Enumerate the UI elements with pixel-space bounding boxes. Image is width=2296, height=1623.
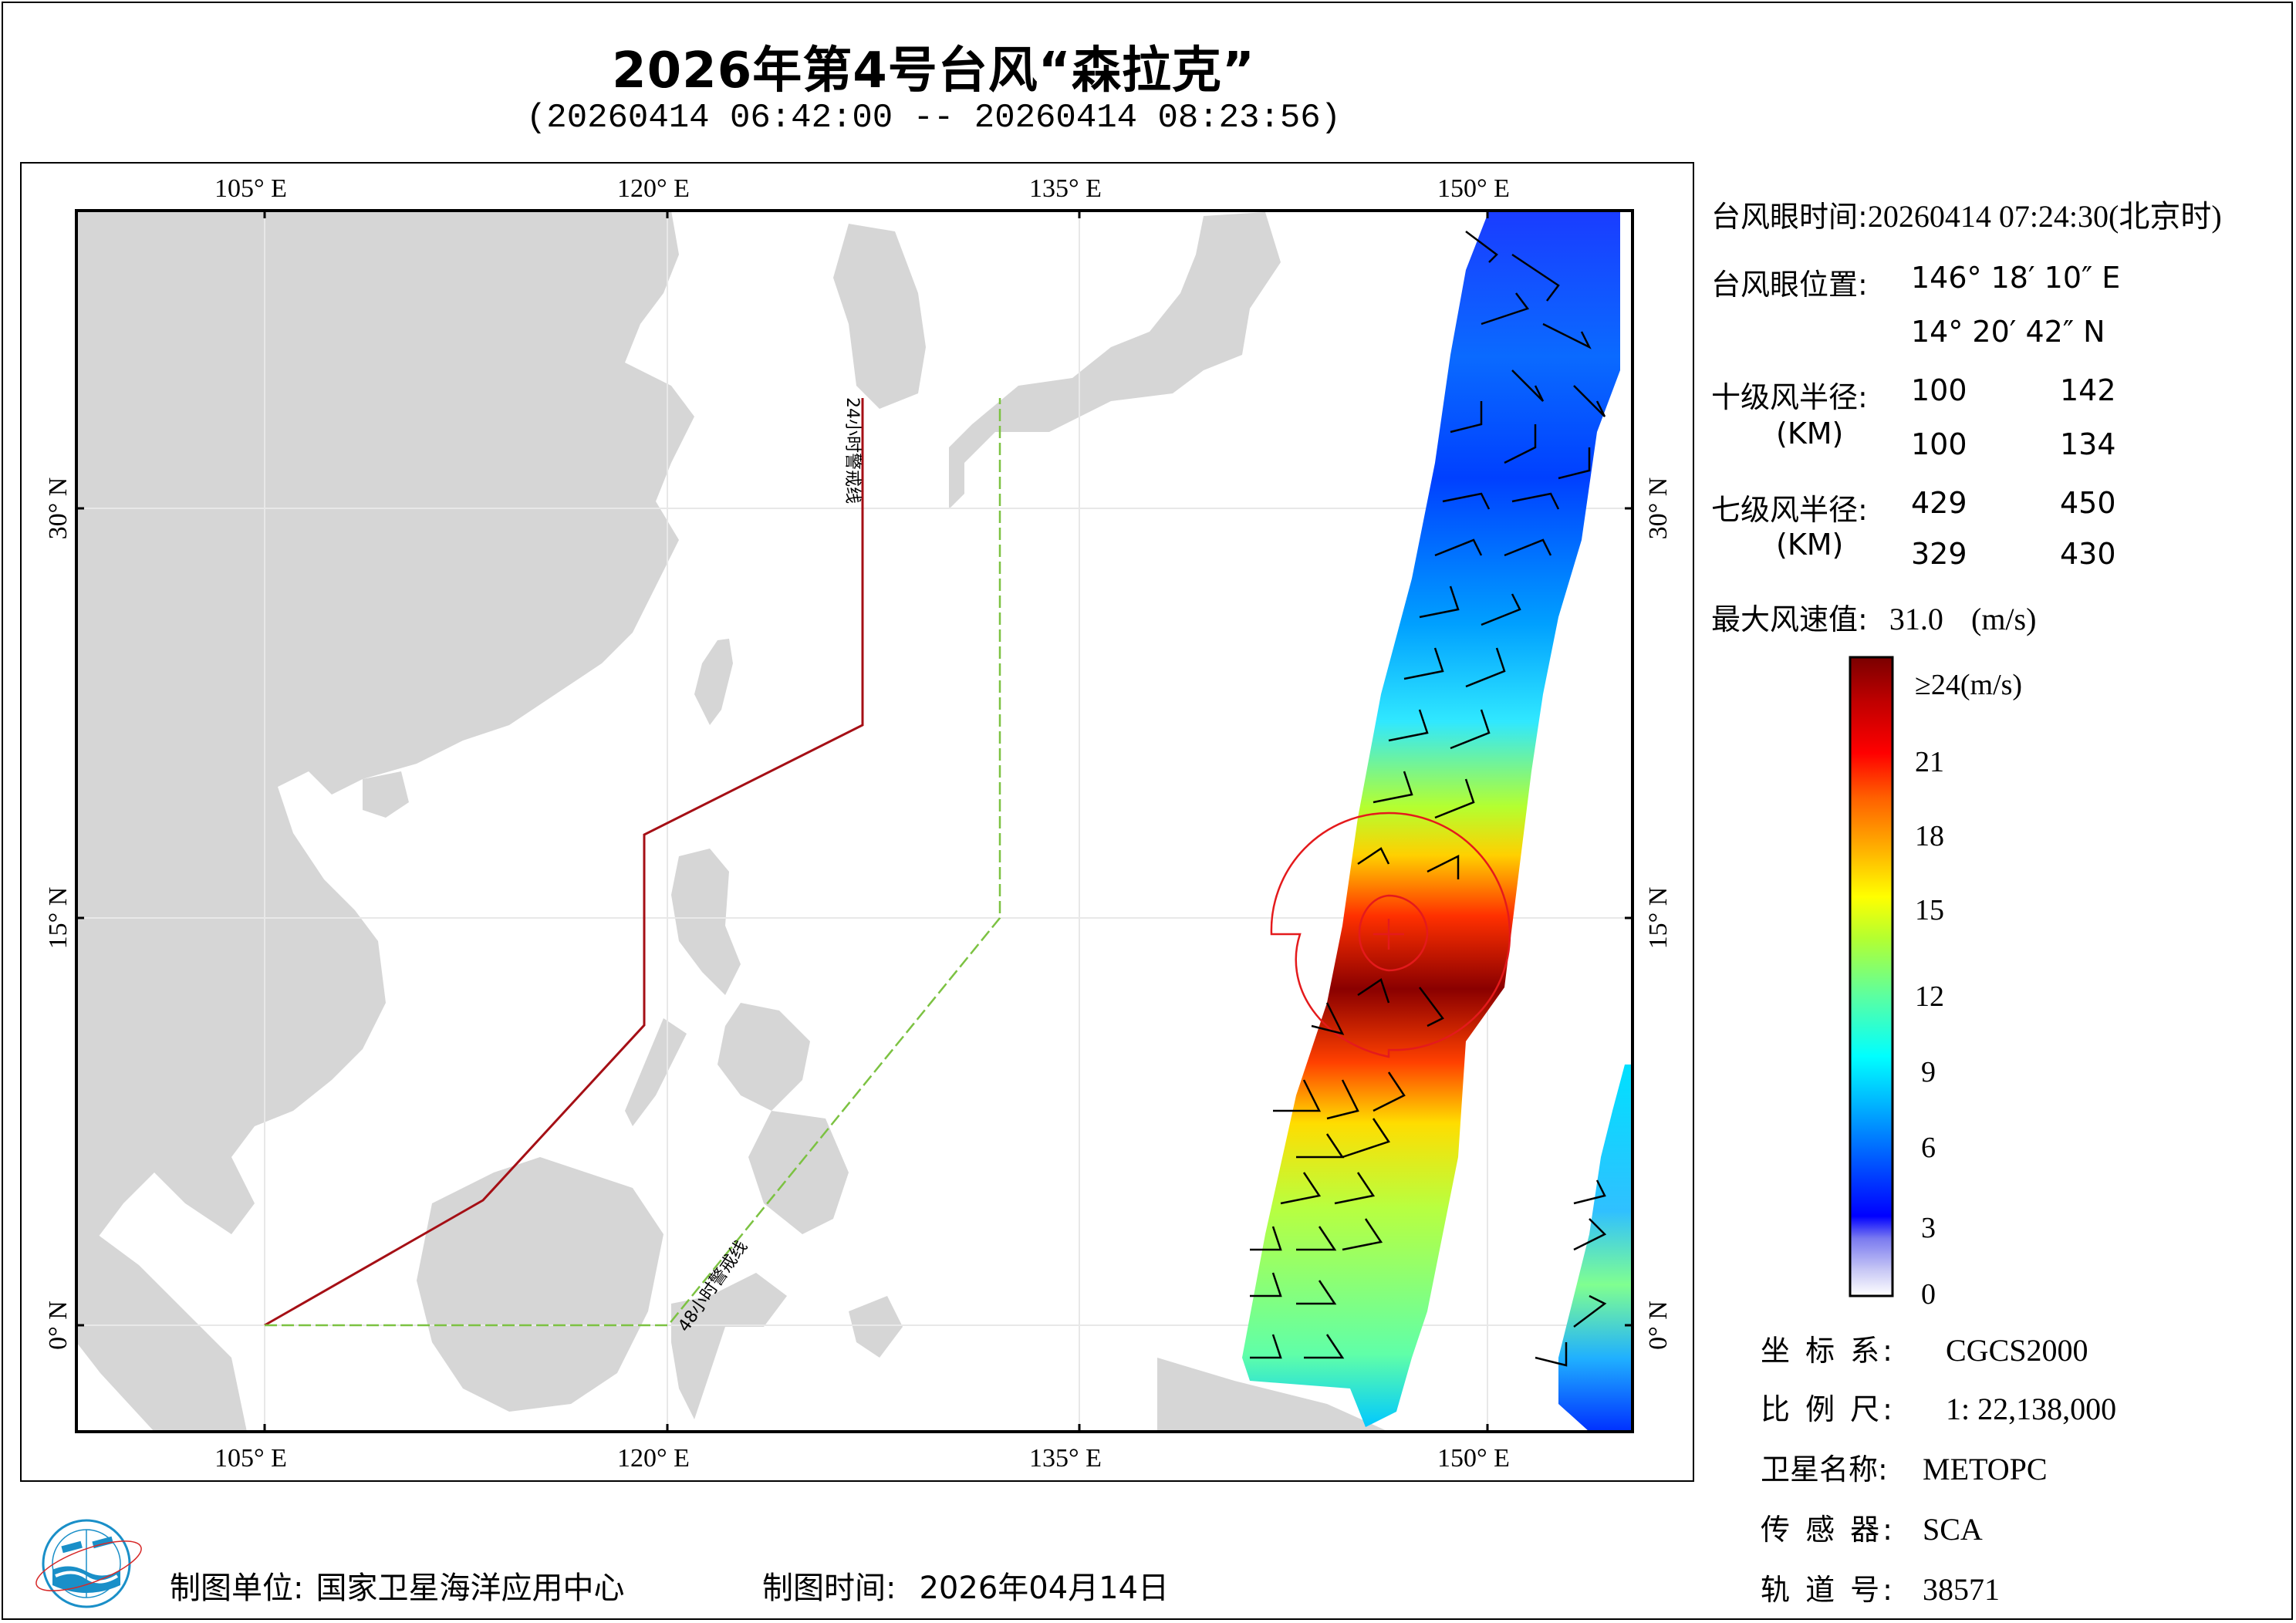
colorbar xyxy=(1849,656,1894,1297)
nsoas-logo-icon xyxy=(35,1519,142,1608)
r10-unit: (KM) xyxy=(1776,417,1844,450)
max-wind-unit: (m/s) xyxy=(1971,602,2037,636)
coord-system-label: 坐 标 系: xyxy=(1761,1334,1896,1368)
left-lat-label-0: 0° N xyxy=(44,1301,73,1350)
warning-line-24h-label: 24小时警戒线 xyxy=(842,397,862,504)
sensor-label: 传 感 器: xyxy=(1761,1513,1896,1547)
eye-time-label: 台风眼时间: xyxy=(1711,200,1868,234)
scale-label: 比 例 尺: xyxy=(1761,1392,1896,1426)
sensor-value: SCA xyxy=(1923,1512,1983,1547)
production-date-row: 制图时间: 2026年04月14日 xyxy=(762,1563,1169,1608)
max-wind-row: 最大风速值: 31.0 (m/s) xyxy=(1711,596,2036,638)
scale-value: 1: 22,138,000 xyxy=(1946,1392,2117,1426)
max-wind-value: 31.0 xyxy=(1889,602,1943,636)
left-lat-label-30: 30° N xyxy=(44,477,73,540)
production-date-value: 2026年04月14日 xyxy=(919,1571,1170,1606)
land-polygons xyxy=(76,211,1389,1432)
time-range-subtitle: (20260414 06:42:00 -- 20260414 08:23:56) xyxy=(525,99,1342,137)
eye-longitude: 146° 18′ 10″ E xyxy=(1911,261,2121,295)
colorbar-label-9: 9 xyxy=(1921,1056,1936,1088)
bottom-lon-label-135: 135° E xyxy=(1029,1444,1102,1473)
r7-label: 七级风半径: xyxy=(1711,493,1868,527)
right-lat-label-30: 30° N xyxy=(1644,477,1673,540)
r10-value-2: 142 xyxy=(2060,373,2116,407)
sensor-row: 传 感 器: SCA xyxy=(1761,1506,1983,1548)
producer-row: 制图单位: 国家卫星海洋应用中心 xyxy=(170,1563,624,1608)
producer-label: 制图单位: xyxy=(170,1571,304,1606)
warning-line-48h xyxy=(265,398,1001,1327)
colorbar-label-12: 12 xyxy=(1915,980,1944,1013)
r10-label: 十级风半径: xyxy=(1711,380,1868,414)
satellite-label: 卫星名称: xyxy=(1761,1453,1888,1486)
satellite-row: 卫星名称: METOPC xyxy=(1761,1446,2048,1488)
r10-value-4: 134 xyxy=(2060,427,2116,461)
orbit-value: 38571 xyxy=(1923,1572,2000,1607)
r7-value-2: 450 xyxy=(2060,486,2116,520)
warning-line-24h xyxy=(264,398,864,1327)
bottom-lon-label-150: 150° E xyxy=(1437,1444,1510,1473)
satellite-value: METOPC xyxy=(1923,1452,2048,1486)
orbit-row: 轨 道 号: 38571 xyxy=(1761,1566,2000,1608)
orbit-label: 轨 道 号: xyxy=(1761,1573,1896,1607)
eye-latitude: 14° 20′ 42″ N xyxy=(1911,315,2105,349)
colorbar-label-3: 3 xyxy=(1921,1212,1936,1244)
coord-system-value: CGCS2000 xyxy=(1946,1333,2088,1368)
eye-time-row: 台风眼时间:20260414 07:24:30(北京时) xyxy=(1711,191,2222,236)
bottom-lon-label-105: 105° E xyxy=(214,1444,287,1473)
colorbar-label-24: ≥24(m/s) xyxy=(1915,669,2023,701)
eye-position-label: 台风眼位置: xyxy=(1711,268,1868,302)
right-lat-label-15: 15° N xyxy=(1644,886,1673,950)
top-lon-label-135: 135° E xyxy=(1029,174,1102,203)
bottom-lon-label-120: 120° E xyxy=(617,1444,690,1473)
wind-swath-secondary xyxy=(1558,1065,1633,1432)
wind-barbs xyxy=(1250,231,1607,1367)
left-lat-label-15: 15° N xyxy=(44,886,73,950)
page-title: 2026年第4号台风“森拉克” xyxy=(612,42,1255,100)
colorbar-label-15: 15 xyxy=(1915,894,1944,926)
colorbar-label-0: 0 xyxy=(1921,1278,1936,1311)
max-wind-label: 最大风速值: xyxy=(1711,602,1868,636)
r7-value-1: 429 xyxy=(1911,486,1967,520)
top-lon-label-105: 105° E xyxy=(214,174,287,203)
map-inner-border xyxy=(75,209,1634,1433)
r7-wind-radius-ring xyxy=(1270,812,1511,1058)
colorbar-label-18: 18 xyxy=(1915,820,1944,852)
eye-time-value: 20260414 07:24:30(北京时) xyxy=(1867,199,2222,234)
r7-unit: (KM) xyxy=(1776,528,1844,562)
map-frame xyxy=(20,162,1694,1482)
r10-value-1: 100 xyxy=(1911,373,1967,407)
r10-value-3: 100 xyxy=(1911,427,1967,461)
top-lon-label-120: 120° E xyxy=(617,174,690,203)
colorbar-label-6: 6 xyxy=(1921,1132,1936,1164)
colorbar-label-21: 21 xyxy=(1915,746,1944,778)
top-lon-label-150: 150° E xyxy=(1437,174,1510,203)
r7-value-4: 430 xyxy=(2060,537,2116,571)
right-lat-label-0: 0° N xyxy=(1644,1301,1673,1350)
production-date-label: 制图时间: xyxy=(762,1571,896,1606)
coord-system-row: 坐 标 系: CGCS2000 xyxy=(1761,1327,2088,1369)
scale-row: 比 例 尺: 1: 22,138,000 xyxy=(1761,1385,2116,1428)
r7-value-3: 329 xyxy=(1911,537,1967,571)
typhoon-eye-cross xyxy=(1373,919,1404,950)
r10-wind-radius-ring xyxy=(1358,894,1429,972)
producer-value: 国家卫星海洋应用中心 xyxy=(316,1571,625,1606)
wind-swath-main xyxy=(1242,211,1620,1427)
